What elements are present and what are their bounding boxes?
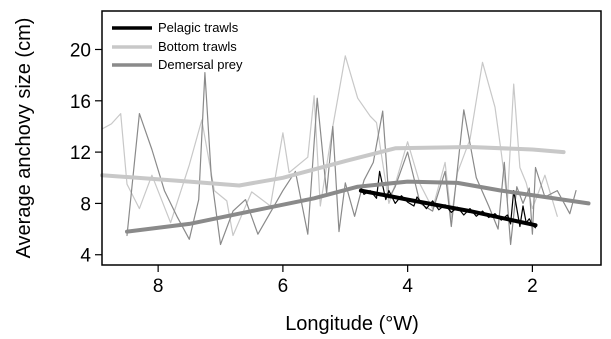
- series-layer: [100, 55, 591, 246]
- y-tick-label: 8: [80, 194, 91, 215]
- legend: Pelagic trawls Bottom trawls Demersal pr…: [112, 20, 243, 72]
- series-demersal-prey-smooth: [125, 179, 591, 234]
- x-tick-label: 4: [402, 276, 413, 297]
- y-tick-label: 4: [80, 246, 91, 267]
- y-tick-label: 20: [70, 40, 91, 61]
- x-tick-label: 6: [278, 276, 289, 297]
- y-axis: 4 8 12 16 20: [70, 40, 102, 267]
- legend-label-pelagic-trawls: Pelagic trawls: [158, 20, 239, 35]
- series-bottom-trawls: [101, 55, 558, 237]
- x-axis: 8 6 4 2: [153, 265, 538, 297]
- y-axis-title: Average anchovy size (cm): [13, 18, 35, 259]
- series-bottom-trawls-smooth: [100, 145, 566, 188]
- plot-frame: [101, 10, 602, 266]
- x-axis-title: Longitude (°W): [285, 313, 419, 335]
- legend-label-bottom-trawls: Bottom trawls: [158, 39, 237, 54]
- x-tick-label: 8: [153, 276, 164, 297]
- legend-label-demersal-prey: Demersal prey: [158, 57, 243, 72]
- y-tick-label: 16: [70, 92, 91, 113]
- x-tick-label: 2: [527, 276, 538, 297]
- series-pelagic-trawls-smooth: [358, 188, 538, 228]
- series-demersal-prey: [126, 71, 577, 246]
- y-tick-label: 12: [70, 143, 91, 164]
